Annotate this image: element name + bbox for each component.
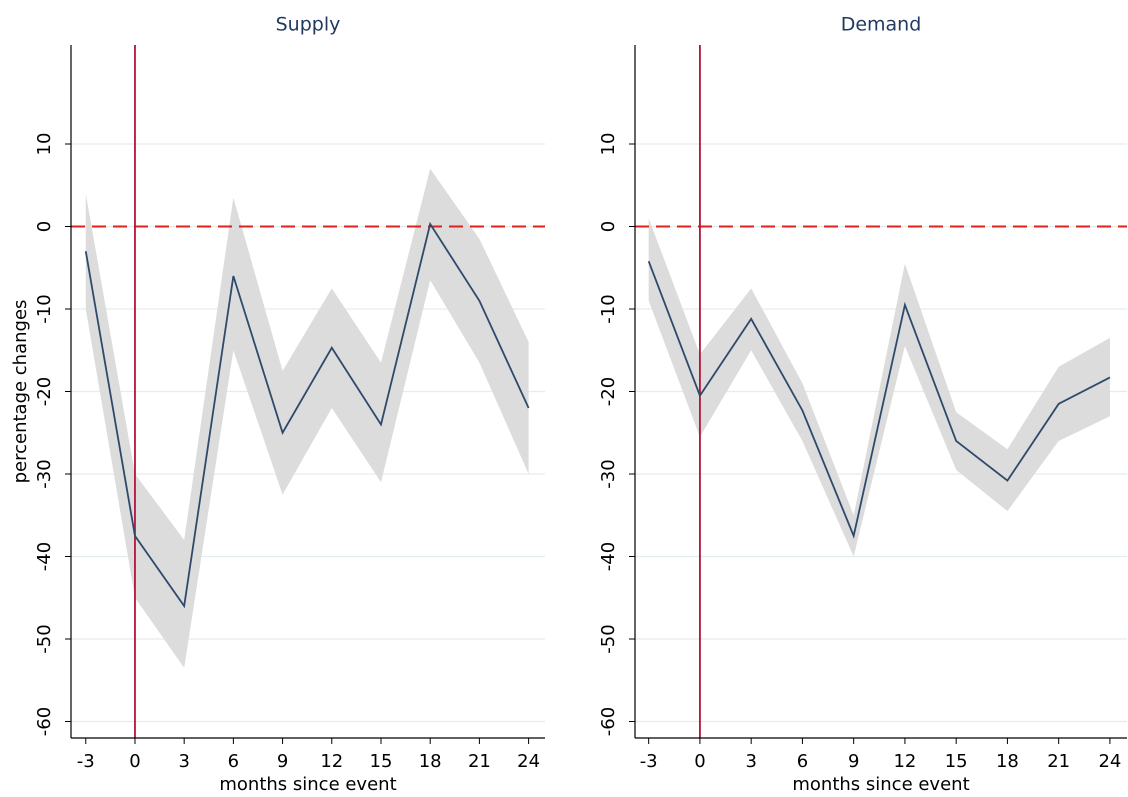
y-tick-label: -50 [598, 624, 619, 653]
x-tick-label: 18 [419, 751, 442, 772]
x-tick-label: 15 [370, 751, 393, 772]
chart-title: Supply [276, 14, 341, 36]
x-tick-label: 15 [945, 751, 968, 772]
y-tick-label: -50 [34, 624, 55, 653]
x-tick-label: 0 [129, 751, 140, 772]
x-axis-label: months since event [219, 774, 396, 795]
y-tick-label: 10 [34, 133, 55, 156]
y-tick-label: -60 [598, 707, 619, 736]
x-axis-label: months since event [792, 774, 969, 795]
x-tick-label: 21 [1047, 751, 1070, 772]
data-line [647, 260, 1111, 539]
x-tick-label: 18 [996, 751, 1019, 772]
x-tick-label: 0 [694, 751, 705, 772]
x-tick-label: 12 [893, 751, 916, 772]
confidence-band [648, 218, 1110, 557]
y-tick-label: 0 [34, 221, 55, 232]
y-tick-label: -30 [598, 459, 619, 488]
x-tick-label: 24 [517, 751, 540, 772]
x-tick-label: 6 [228, 751, 239, 772]
y-tick-label: -30 [34, 459, 55, 488]
x-tick-label: 24 [1098, 751, 1121, 772]
chart-title: Demand [841, 14, 922, 36]
x-tick-label: -3 [640, 751, 658, 772]
y-tick-label: -60 [34, 707, 55, 736]
x-tick-label: 3 [178, 751, 189, 772]
y-tick-label: -10 [34, 294, 55, 323]
confidence-band [85, 168, 529, 668]
x-tick-label: 9 [848, 751, 859, 772]
y-tick-label: 10 [598, 133, 619, 156]
y-tick-label: -20 [598, 377, 619, 406]
y-tick-label: -40 [34, 542, 55, 571]
data-line [84, 221, 530, 609]
y-tick-label: -20 [34, 377, 55, 406]
y-tick-label: 0 [598, 221, 619, 232]
y-tick-label: -10 [598, 294, 619, 323]
x-tick-label: 3 [745, 751, 756, 772]
y-axis-label: percentage changes [10, 300, 31, 484]
x-tick-label: -3 [77, 751, 95, 772]
x-tick-label: 12 [320, 751, 343, 772]
x-tick-label: 9 [277, 751, 288, 772]
y-tick-label: -40 [598, 542, 619, 571]
x-tick-label: 21 [468, 751, 491, 772]
x-tick-label: 6 [797, 751, 808, 772]
